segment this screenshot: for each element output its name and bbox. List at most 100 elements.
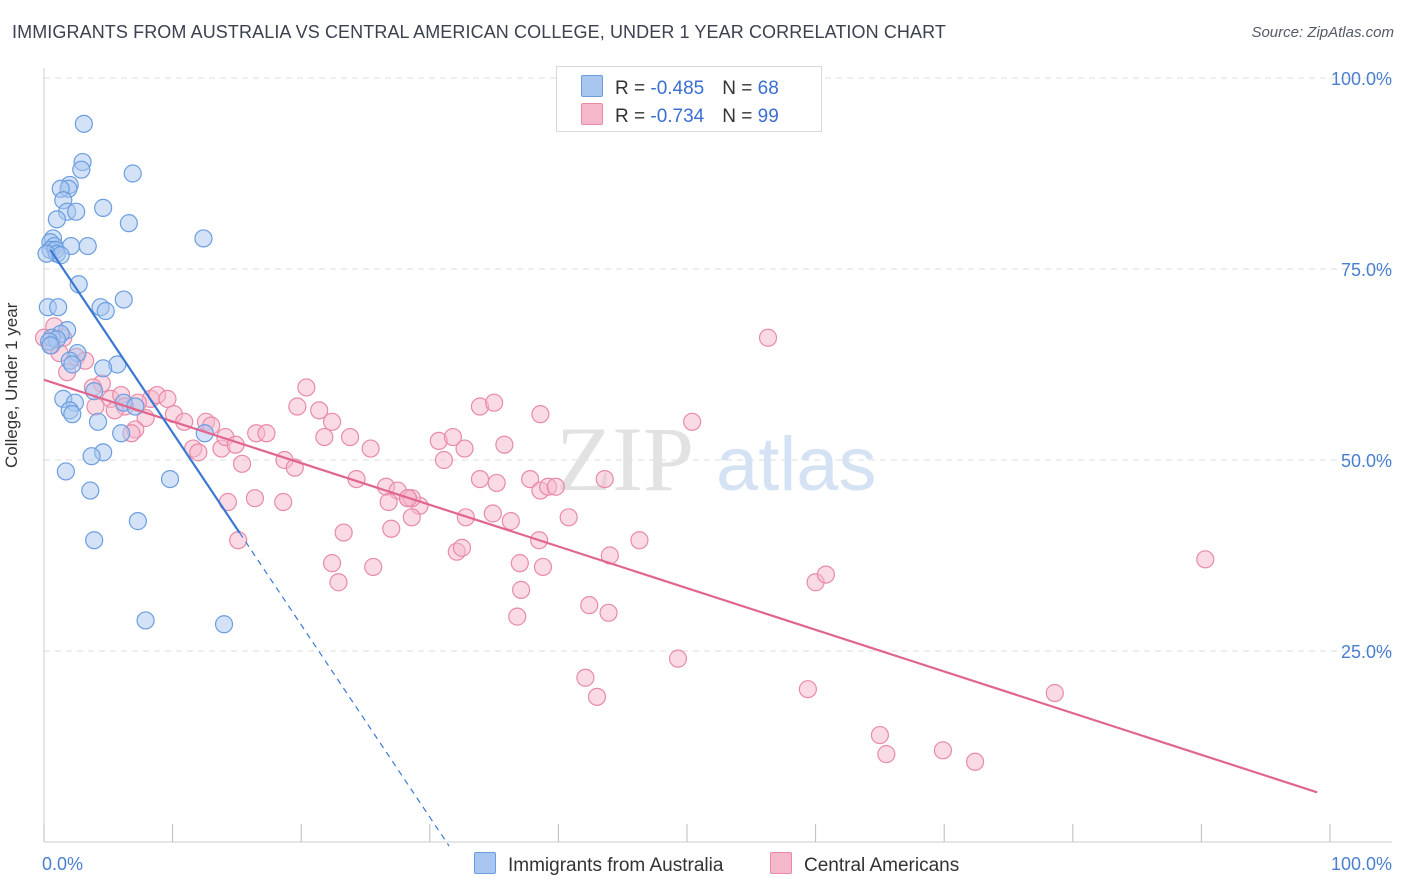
central-americans-point: [189, 443, 208, 462]
series-australia-points: [37, 114, 234, 634]
bottom-legend-label: Central Americans: [804, 855, 960, 876]
legend-r-value: -0.485: [650, 78, 705, 99]
central-americans-point: [443, 427, 463, 447]
central-americans-point: [329, 573, 348, 592]
bottom-legend-swatch-blue: [474, 852, 496, 874]
central-americans-point: [452, 538, 472, 557]
y-tick-label: 75.0%: [1341, 260, 1392, 280]
australia-point: [96, 301, 115, 321]
australia-point: [72, 160, 91, 179]
x-tick-label: 100.0%: [1331, 854, 1392, 874]
central-americans-point: [288, 397, 307, 416]
central-americans-point: [531, 405, 550, 424]
y-axis-label: College, Under 1 year: [2, 302, 21, 468]
watermark-atlas: atlas: [716, 422, 877, 507]
central-americans-point: [487, 473, 506, 493]
central-americans-point: [512, 580, 531, 599]
legend-n-label: N =: [722, 106, 758, 127]
bottom-legend-label: Immigrants from Australia: [508, 855, 724, 876]
australia-point: [128, 512, 147, 531]
central-americans-point: [576, 668, 595, 687]
central-americans-point: [310, 401, 329, 420]
bottom-legend-australia: Immigrants from Australia: [474, 852, 723, 877]
legend-r-label: R =: [615, 78, 651, 99]
australia-point: [88, 412, 108, 431]
australia-point: [41, 336, 60, 355]
central-americans-point: [798, 680, 817, 699]
australia-point: [94, 198, 113, 217]
central-americans-point: [933, 741, 953, 760]
y-tick-labels: 25.0% 50.0% 75.0% 100.0%: [1331, 69, 1392, 662]
bottom-legend-central-americans: Central Americans: [770, 852, 959, 877]
australia-point: [56, 462, 75, 481]
central-americans-point: [510, 554, 529, 573]
australia-trendline: [49, 249, 241, 534]
central-americans-point: [668, 649, 688, 668]
legend-n-value: 99: [757, 106, 779, 127]
australia-point: [67, 202, 86, 221]
gridlines: [44, 77, 1392, 652]
bottom-legend-swatch-pink: [770, 852, 792, 874]
watermark-zip: ZIP: [556, 408, 694, 510]
legend-n-value: 68: [757, 78, 779, 99]
central-americans-point: [501, 512, 520, 531]
central-americans-point: [232, 454, 252, 473]
x-tick-label: 0.0%: [42, 854, 83, 874]
australia-point: [94, 359, 113, 378]
central-americans-point: [402, 508, 421, 527]
australia-point: [119, 214, 138, 233]
central-americans-point: [587, 687, 607, 706]
central-americans-point: [508, 607, 527, 626]
central-americans-point: [382, 519, 401, 538]
axes: [43, 68, 1392, 843]
australia-point: [214, 615, 234, 634]
regression-lines: [43, 249, 1318, 847]
legend-swatch-blue: [581, 75, 603, 97]
australia-point: [112, 424, 131, 443]
central-americans-point: [455, 439, 474, 458]
legend-n-label: N =: [722, 78, 758, 99]
central-americans-point: [434, 450, 454, 470]
australia-point: [63, 355, 82, 374]
central-americans-point: [870, 725, 890, 745]
australia-point: [123, 164, 142, 183]
australia-point: [82, 447, 101, 466]
central-americans-point: [245, 489, 265, 508]
central-americans-point: [683, 412, 702, 431]
central-americans-point: [340, 427, 360, 447]
central-americans-point: [361, 439, 380, 458]
central-americans-point: [580, 596, 599, 615]
central-americans-point: [559, 508, 578, 527]
central-americans-point: [229, 531, 248, 550]
australia-point: [195, 424, 214, 443]
central-americans-point: [630, 531, 649, 550]
central-americans-point: [334, 523, 353, 542]
legend-r-value: -0.734: [650, 106, 705, 127]
central-americans-point: [86, 397, 105, 416]
y-tick-label: 25.0%: [1341, 642, 1392, 662]
australia-point: [81, 481, 100, 500]
australia-point: [85, 531, 104, 550]
correlation-legend: R = -0.485 N = 68 R = -0.734 N = 99: [556, 66, 822, 132]
central-americans-point: [1045, 683, 1064, 703]
australia-point: [114, 290, 133, 309]
australia-point: [63, 405, 82, 424]
central-americans-point: [485, 393, 504, 412]
central-americans-point: [758, 328, 778, 347]
central-americans-point: [533, 557, 553, 577]
australia-point: [47, 210, 66, 229]
central-americans-point: [816, 565, 835, 584]
central-americans-point: [315, 427, 334, 447]
australia-point: [78, 236, 97, 256]
central-americans-point: [599, 603, 618, 622]
central-americans-point: [364, 557, 383, 577]
central-americans-point: [495, 435, 514, 454]
central-americans-point: [965, 752, 985, 771]
australia-trendline-extension: [238, 532, 450, 847]
central-americans-point: [546, 477, 565, 496]
y-tick-label: 50.0%: [1341, 451, 1392, 471]
central-americans-point: [470, 470, 490, 489]
australia-point: [49, 298, 68, 317]
series-central-americans-points: [34, 317, 1215, 771]
